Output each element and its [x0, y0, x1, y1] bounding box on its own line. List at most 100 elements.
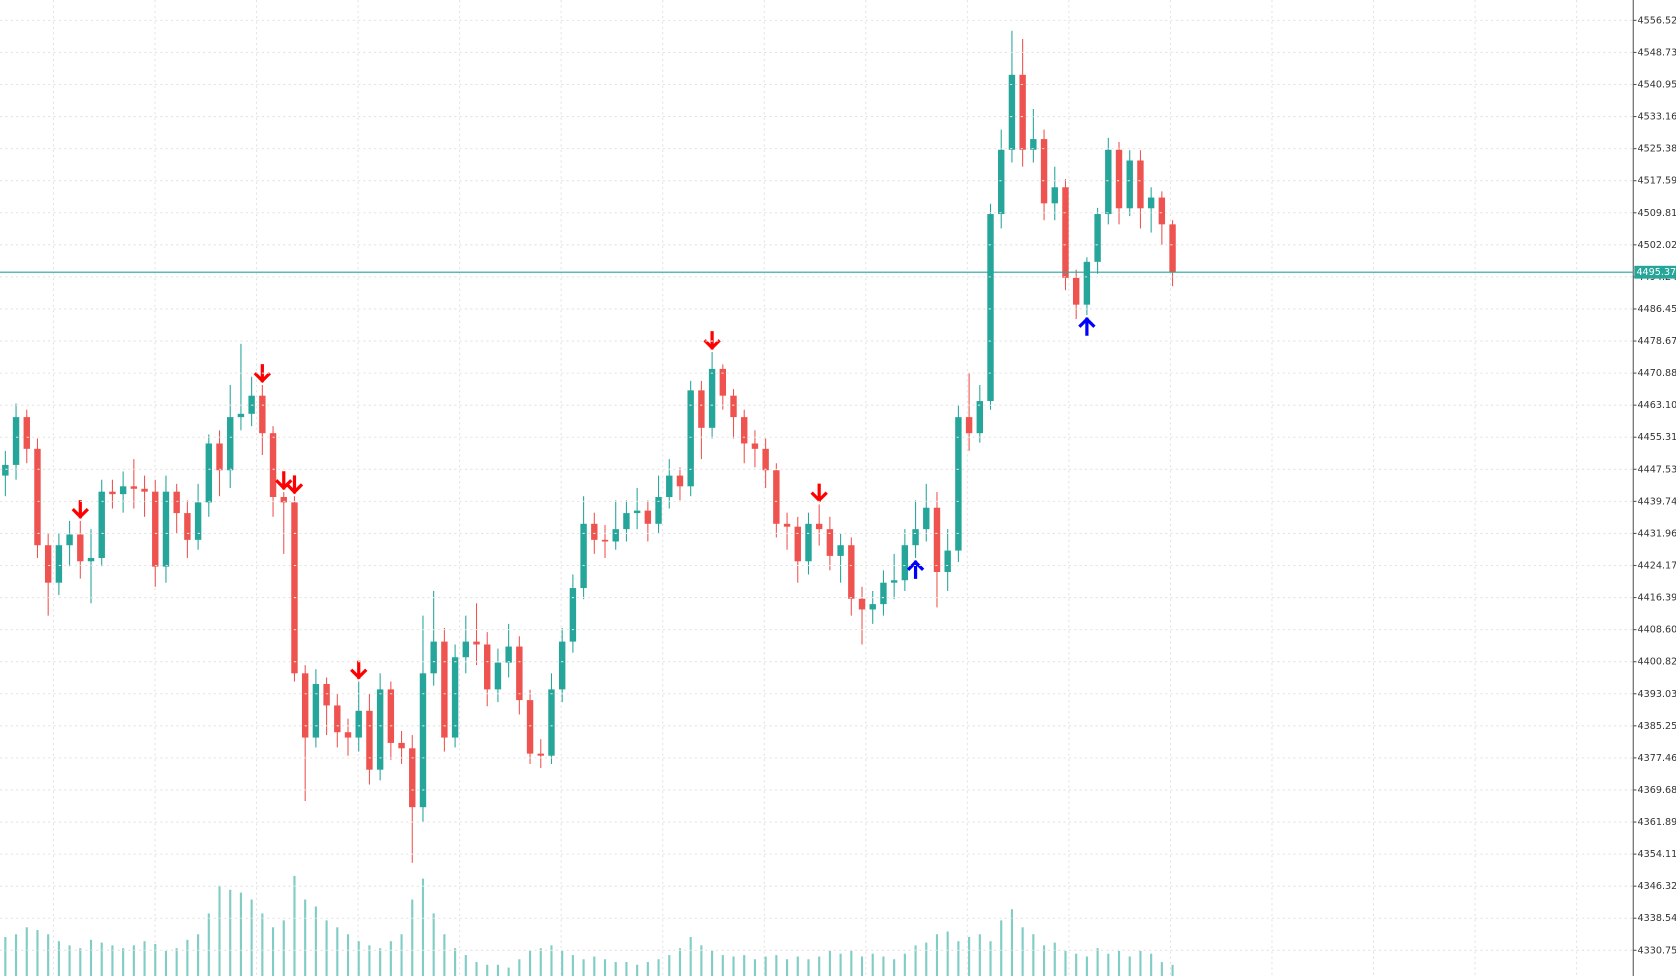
- candle-body: [1158, 197, 1166, 225]
- candle-body: [323, 684, 330, 706]
- y-tick-label: 4533.165: [1638, 112, 1676, 123]
- candle-body: [923, 507, 930, 530]
- candle-body: [741, 417, 748, 444]
- candle-body: [344, 732, 352, 738]
- candle-body: [730, 395, 737, 418]
- candle-body: [130, 486, 138, 489]
- signal-arrow-shape: [1078, 316, 1096, 336]
- candle-body: [1040, 139, 1048, 204]
- candle-body: [119, 486, 127, 495]
- candle-body: [955, 417, 962, 551]
- candle-body: [387, 689, 395, 743]
- signal-arrow-shape: [703, 331, 721, 351]
- candle-body: [505, 646, 512, 663]
- signal-arrow-shape: [71, 500, 89, 519]
- candle-body: [1008, 74, 1016, 150]
- candle-body: [1137, 160, 1144, 209]
- candle-body: [77, 534, 84, 562]
- candle-body: [516, 646, 523, 701]
- candle-body: [687, 390, 694, 487]
- candle-body: [1019, 74, 1026, 150]
- candle-body: [227, 417, 234, 471]
- candle-body: [12, 417, 20, 465]
- current-price-box: [1634, 265, 1676, 279]
- candle-body: [526, 700, 534, 754]
- y-tick-label: 4424.175: [1638, 560, 1676, 571]
- candle-body: [194, 502, 202, 540]
- candle-body: [237, 413, 245, 418]
- candle-body: [55, 545, 63, 583]
- candle-body: [601, 539, 609, 542]
- signal-arrow: [285, 475, 304, 495]
- candle-body: [1094, 214, 1101, 262]
- candle-body: [66, 534, 73, 546]
- candle-body: [1169, 224, 1176, 273]
- candle-body: [580, 523, 587, 589]
- signal-arrow-shape: [810, 483, 828, 503]
- y-tick-label: 4478.670: [1638, 336, 1676, 347]
- candle-body: [334, 705, 341, 733]
- candle-body: [259, 395, 266, 434]
- candle-body: [141, 488, 148, 492]
- candle-body: [430, 641, 437, 674]
- y-tick-label: 4509.810: [1638, 208, 1676, 219]
- candle-body: [987, 214, 994, 402]
- candle-body: [205, 443, 213, 503]
- candle-body: [376, 689, 384, 770]
- candle-body: [644, 510, 652, 524]
- candle-body: [869, 604, 876, 610]
- candle-body: [880, 582, 887, 605]
- y-tick-label: 4486.455: [1638, 304, 1676, 315]
- candle-body: [398, 742, 405, 749]
- candle-body: [762, 448, 769, 471]
- candle-body: [1062, 187, 1069, 278]
- candle-body: [826, 529, 834, 556]
- signal-arrow: [71, 500, 89, 519]
- candle-body: [1051, 187, 1058, 204]
- candle-body: [494, 662, 502, 690]
- y-tick-label: 4416.390: [1638, 593, 1676, 604]
- candle-body: [569, 588, 577, 642]
- y-tick-label: 4525.380: [1638, 144, 1676, 155]
- signal-arrow: [1078, 316, 1096, 336]
- candle-body: [44, 545, 52, 583]
- candle-body: [751, 443, 759, 449]
- candle-body: [676, 475, 684, 487]
- candle-body: [1126, 160, 1133, 209]
- y-tick-label: 4540.950: [1638, 79, 1676, 90]
- candle-body: [462, 641, 470, 658]
- candle-body: [858, 598, 866, 610]
- candle-body: [591, 523, 598, 540]
- signal-arrow-shape: [906, 559, 925, 579]
- candle-body: [1147, 197, 1155, 209]
- candle-body: [1105, 149, 1112, 215]
- signal-arrow: [703, 331, 721, 351]
- candle-body: [633, 510, 641, 514]
- candle-body: [216, 443, 223, 471]
- candle-body: [558, 641, 566, 690]
- candle-body: [890, 580, 898, 583]
- candle-body: [623, 513, 630, 530]
- candle-body: [484, 644, 491, 690]
- candle-body: [773, 470, 780, 524]
- signal-arrow-shape: [285, 475, 304, 495]
- candle-body: [162, 491, 170, 567]
- candle-body: [783, 523, 791, 527]
- signal-arrow: [810, 483, 828, 503]
- y-tick-label: 4408.605: [1638, 625, 1676, 636]
- candle-body: [419, 673, 427, 808]
- candle-body: [34, 448, 41, 546]
- y-tick-label: 4338.540: [1638, 913, 1676, 924]
- candle-body: [666, 475, 673, 498]
- y-tick-label: 4548.735: [1638, 47, 1676, 58]
- candle-body: [933, 507, 941, 572]
- candle-body: [451, 657, 459, 738]
- candle-body: [109, 491, 116, 495]
- candle-body: [1072, 277, 1080, 305]
- y-tick-label: 4439.745: [1638, 496, 1676, 507]
- candle-body: [815, 523, 823, 530]
- candle-body: [794, 526, 801, 562]
- signal-arrow-shape: [350, 660, 368, 680]
- candle-body: [184, 513, 191, 540]
